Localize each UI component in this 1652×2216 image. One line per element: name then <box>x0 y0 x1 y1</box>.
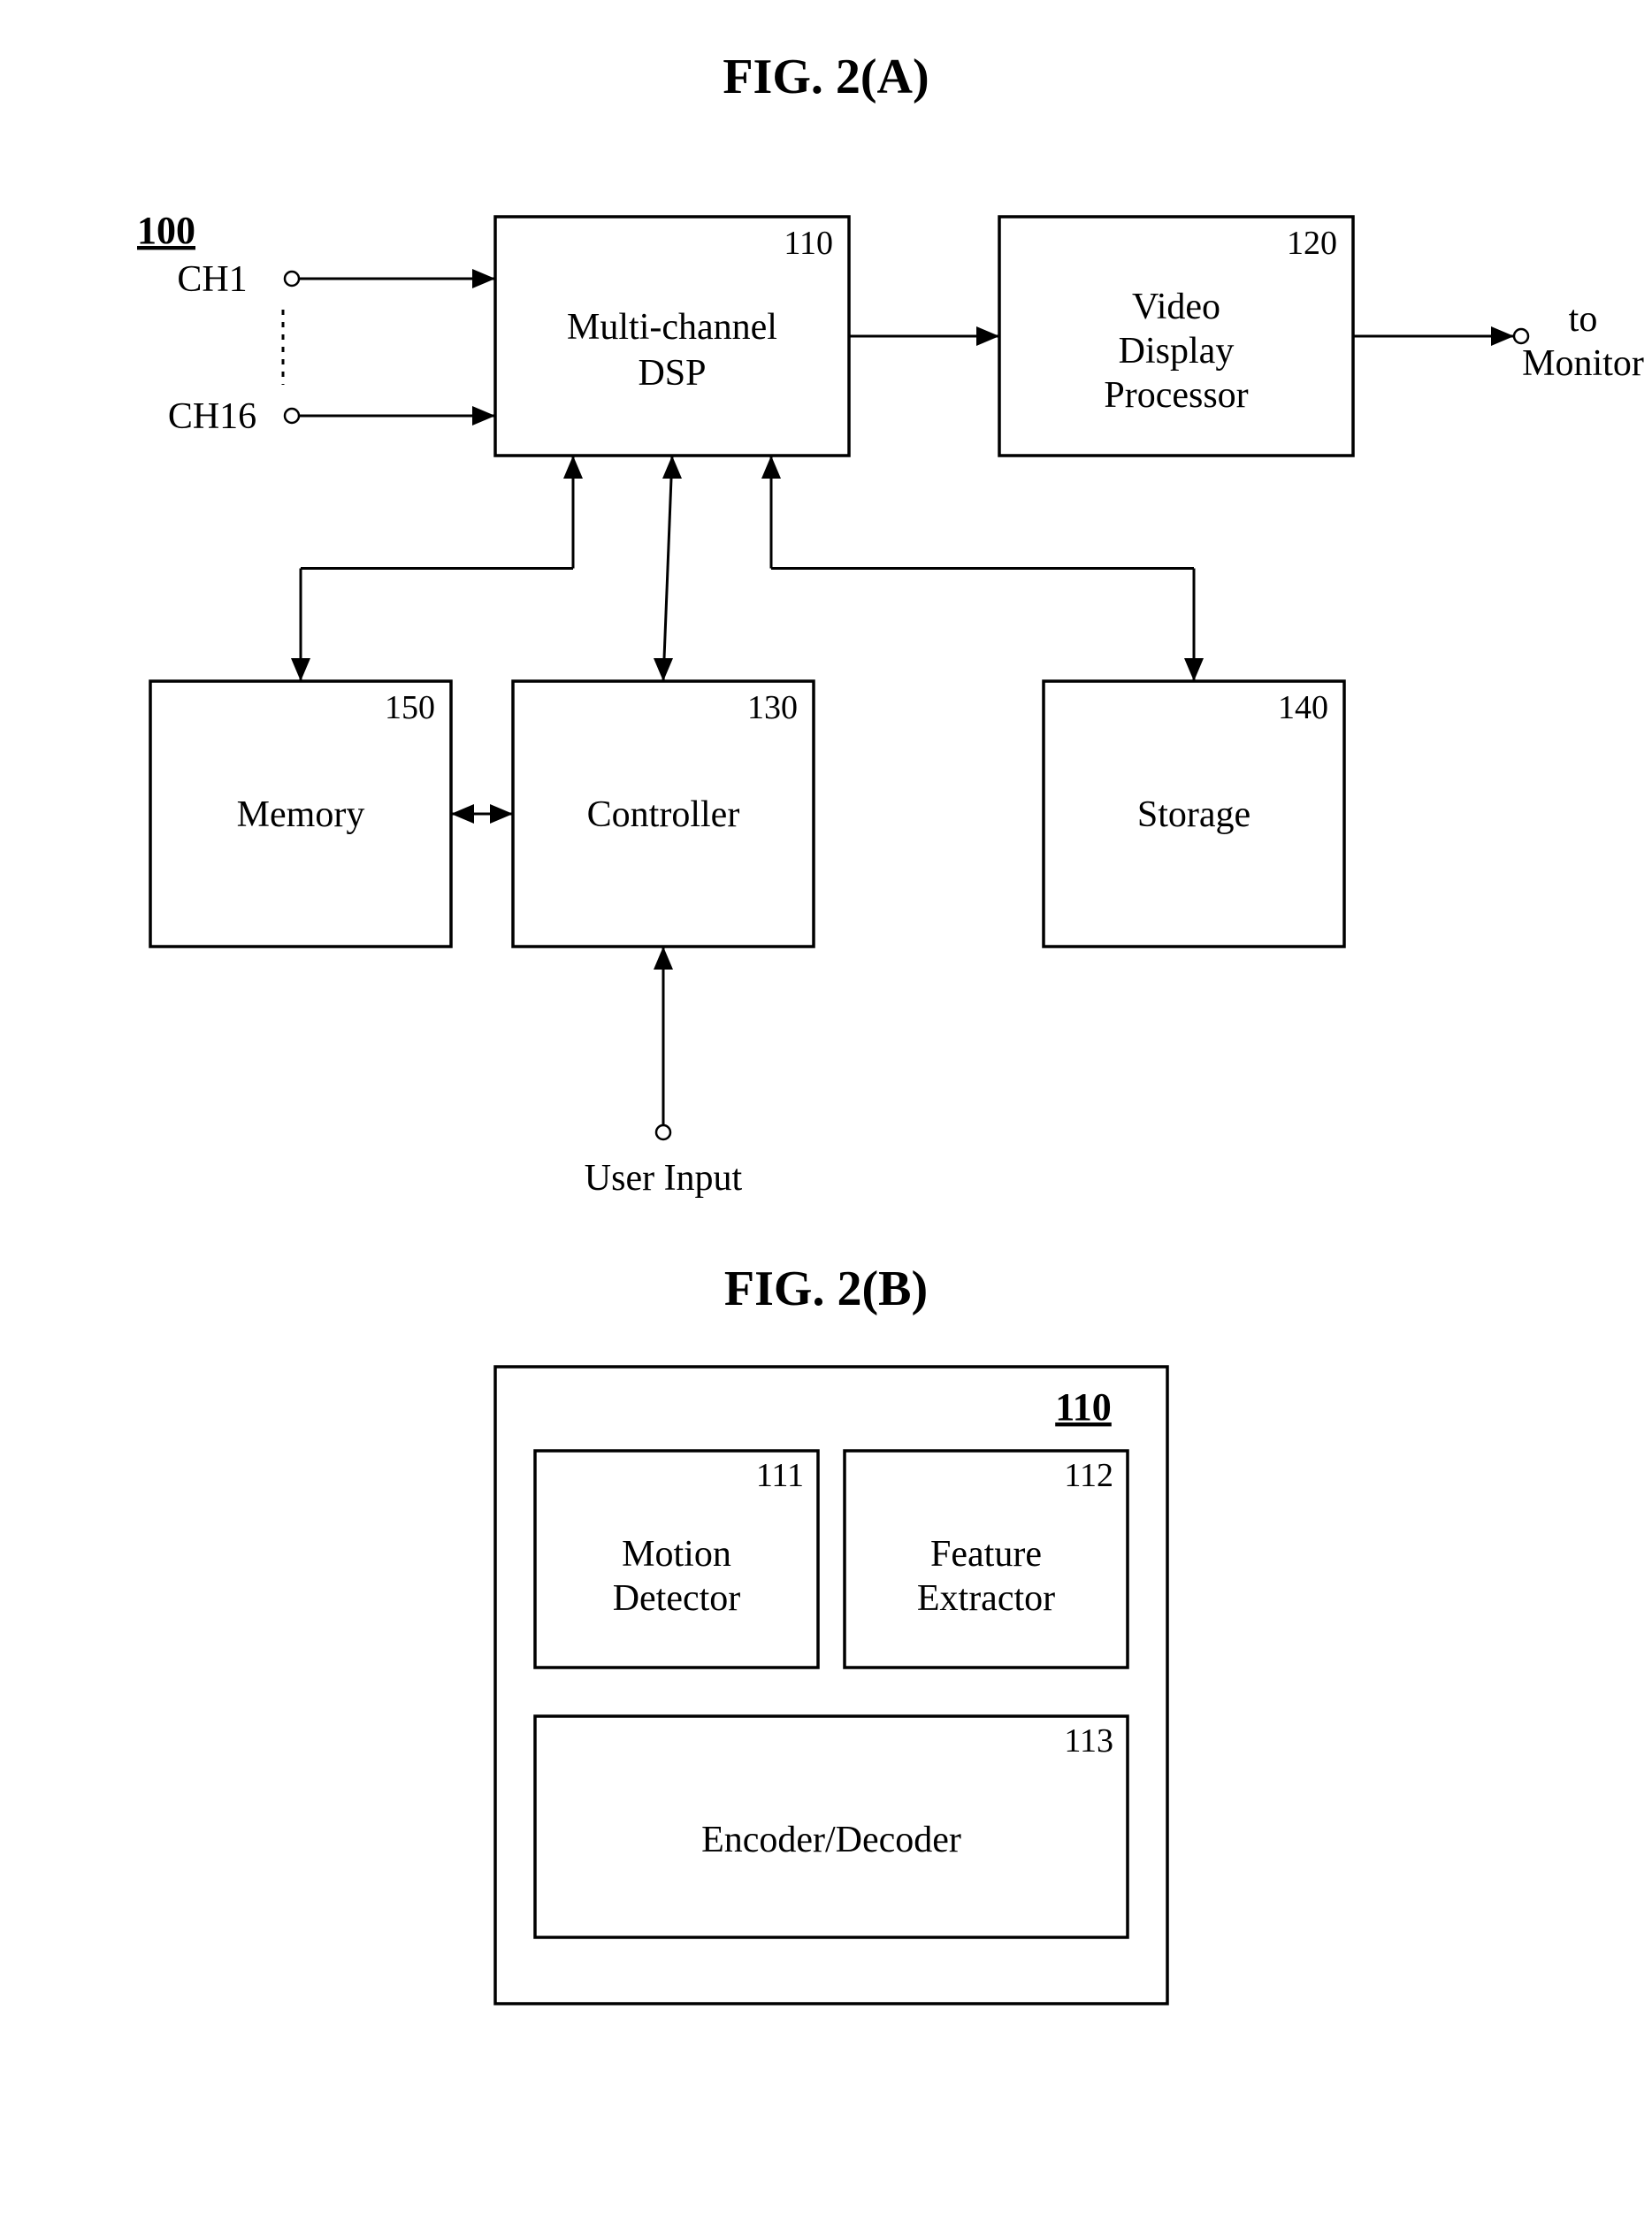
arrowhead-icon <box>1184 658 1204 681</box>
label-feature-2: Extractor <box>917 1578 1055 1619</box>
figure-b-title: FIG. 2(B) <box>724 1261 928 1316</box>
ref-vdp: 120 <box>1287 225 1337 262</box>
ref-motion: 111 <box>756 1457 804 1494</box>
system-ref: 100 <box>137 209 195 252</box>
label-to: to <box>1569 299 1598 340</box>
ch16-port-icon <box>285 409 299 423</box>
arrowhead-icon <box>490 804 513 824</box>
arrowhead-icon <box>976 326 999 346</box>
connector <box>663 456 672 681</box>
user-input-port-icon <box>656 1125 670 1139</box>
label-dsp-1: Multi-channel <box>567 307 777 348</box>
arrowhead-icon <box>662 456 682 479</box>
ref-controller: 130 <box>747 689 798 726</box>
ch1-port-icon <box>285 272 299 286</box>
arrowhead-icon <box>451 804 474 824</box>
ref-storage: 140 <box>1278 689 1328 726</box>
ref-dsp: 110 <box>784 225 833 262</box>
ref-memory: 150 <box>385 689 435 726</box>
ref-feature: 112 <box>1064 1457 1113 1494</box>
label-memory: Memory <box>237 794 365 835</box>
ref-codec: 113 <box>1064 1722 1113 1760</box>
arrowhead-icon <box>563 456 583 479</box>
arrowhead-icon <box>654 947 673 970</box>
label-monitor: Monitor <box>1522 343 1644 384</box>
label-motion-1: Motion <box>622 1534 731 1575</box>
label-ch1: CH1 <box>177 259 247 300</box>
label-ch16: CH16 <box>168 396 256 437</box>
label-motion-2: Detector <box>613 1578 741 1619</box>
figure-a-title: FIG. 2(A) <box>723 50 929 104</box>
label-codec: Encoder/Decoder <box>701 1820 961 1860</box>
label-user-input: User Input <box>585 1158 743 1199</box>
label-vdp-1: Video <box>1132 287 1220 327</box>
arrowhead-icon <box>761 456 781 479</box>
label-vdp-3: Processor <box>1104 375 1248 416</box>
arrowhead-icon <box>1491 326 1514 346</box>
arrowhead-icon <box>291 658 310 681</box>
label-feature-1: Feature <box>930 1534 1042 1575</box>
arrowhead-icon <box>472 269 495 288</box>
ref-dsp-detail: 110 <box>1055 1385 1112 1429</box>
label-controller: Controller <box>587 794 740 835</box>
monitor-port-icon <box>1514 329 1528 343</box>
arrowhead-icon <box>472 406 495 426</box>
arrowhead-icon <box>654 658 673 681</box>
label-dsp-2: DSP <box>638 353 706 394</box>
label-vdp-2: Display <box>1119 331 1235 372</box>
label-storage: Storage <box>1137 794 1250 835</box>
